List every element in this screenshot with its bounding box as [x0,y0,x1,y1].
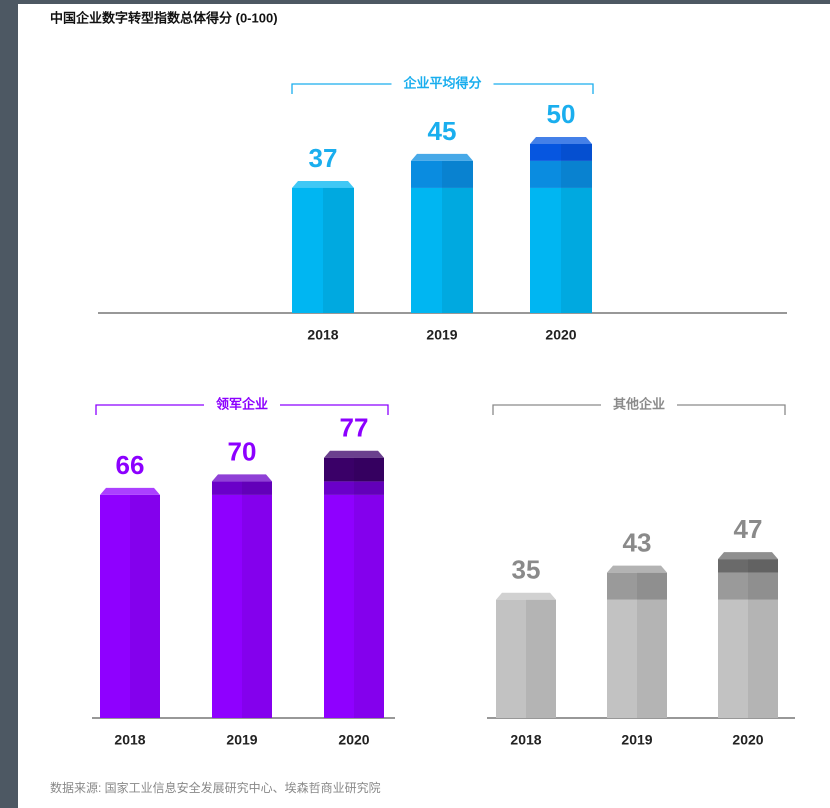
x-tick-label: 2019 [226,732,257,748]
bar-shade [442,160,473,313]
bar-segment [212,481,272,495]
source-note: 数据来源: 国家工业信息安全发展研究中心、埃森哲商业研究院 [50,780,381,795]
bar-segment [718,559,778,573]
x-tick-label: 2018 [307,327,338,343]
bar-segment [607,599,667,718]
group-title: 企业平均得分 [402,75,481,90]
x-tick-label: 2019 [426,327,457,343]
x-tick-label: 2020 [338,732,369,748]
value-label: 50 [547,99,576,129]
bar-shade [354,457,384,718]
value-label: 47 [734,514,763,544]
bar-segment [530,144,592,161]
value-label: 70 [228,436,257,466]
bar-segment [324,494,384,718]
bar-shade [526,599,556,718]
bracket-gap [391,76,494,92]
value-label: 45 [428,116,457,146]
bar-shade [748,559,778,718]
bar-segment [411,160,473,188]
bar-segment [324,481,384,495]
bar-shade [242,481,272,718]
bracket-gap [204,397,280,413]
value-label: 43 [623,528,652,558]
bar-top [718,552,778,560]
group-title: 其他企业 [613,396,665,411]
bar-segment [496,599,556,718]
bar-top [292,180,354,188]
x-tick-label: 2018 [114,732,145,748]
x-tick-label: 2020 [732,732,763,748]
bar-top [324,450,384,458]
bar-segment [292,187,354,313]
bar-top [607,565,667,573]
bar-top [100,487,160,495]
group-title: 领军企业 [216,396,268,411]
value-label: 77 [340,413,369,443]
bar-shade [561,144,592,313]
bar-segment [718,599,778,718]
bar-segment [530,187,592,313]
chart-title: 中国企业数字转型指数总体得分 (0-100) [50,10,278,25]
bar-segment [100,494,160,718]
bar-segment [607,572,667,600]
bar-top [530,137,592,144]
bar-shade [130,494,160,718]
value-label: 35 [512,555,541,585]
value-label: 66 [116,450,145,480]
x-tick-label: 2019 [621,732,652,748]
bar-shade [637,572,667,718]
bar-top [212,474,272,482]
value-label: 37 [309,143,338,173]
bracket-gap [601,397,677,413]
bar-segment [411,187,473,313]
bar-top [496,592,556,600]
bar-top [411,153,473,161]
bar-segment [530,160,592,188]
bar-segment [212,494,272,718]
bar-shade [323,187,354,313]
x-tick-label: 2020 [545,327,576,343]
x-tick-label: 2018 [510,732,541,748]
bar-segment [324,457,384,482]
bar-segment [718,572,778,600]
